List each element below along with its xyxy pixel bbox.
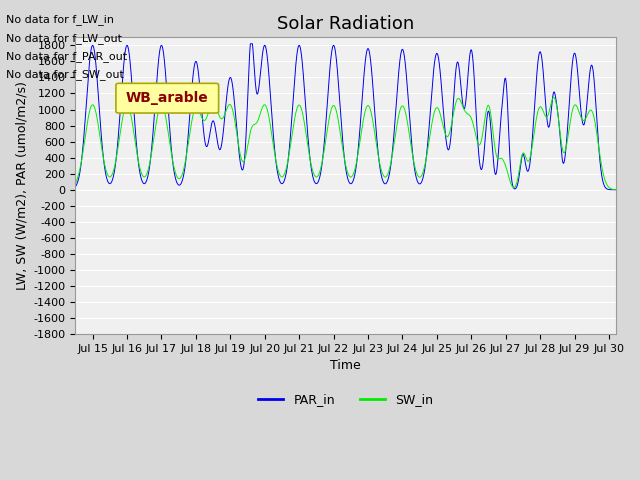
PAR_in xyxy=(435,54,442,60)
PAR_in xyxy=(612,187,620,192)
PAR_in xyxy=(403,84,411,90)
SW_in xyxy=(72,180,79,186)
Y-axis label: LW, SW (W/m2), PAR (umol/m2/s): LW, SW (W/m2), PAR (umol/m2/s) xyxy=(15,81,28,290)
PAR_in xyxy=(246,41,254,47)
Text: No data for f_PAR_out: No data for f_PAR_out xyxy=(6,51,127,62)
Line: PAR_in: PAR_in xyxy=(76,44,616,190)
PAR_in xyxy=(72,184,79,190)
Text: No data for f_LW_in: No data for f_LW_in xyxy=(6,14,115,25)
PAR_in xyxy=(561,155,569,161)
SW_in xyxy=(509,185,517,191)
SW_in xyxy=(511,184,518,190)
SW_in xyxy=(612,187,620,192)
Legend: PAR_in, SW_in: PAR_in, SW_in xyxy=(253,388,438,411)
Line: SW_in: SW_in xyxy=(76,97,616,190)
SW_in xyxy=(403,119,411,125)
Text: No data for f_SW_out: No data for f_SW_out xyxy=(6,69,124,80)
Text: No data for f_LW_out: No data for f_LW_out xyxy=(6,33,122,44)
Text: WB_arable: WB_arable xyxy=(126,91,209,105)
SW_in xyxy=(550,95,557,100)
PAR_in xyxy=(509,185,517,191)
X-axis label: Time: Time xyxy=(330,360,361,372)
SW_in xyxy=(435,106,442,112)
SW_in xyxy=(378,168,385,174)
Title: Solar Radiation: Solar Radiation xyxy=(277,15,414,33)
PAR_in xyxy=(511,186,518,192)
FancyBboxPatch shape xyxy=(116,84,219,113)
SW_in xyxy=(561,149,569,155)
PAR_in xyxy=(378,174,385,180)
